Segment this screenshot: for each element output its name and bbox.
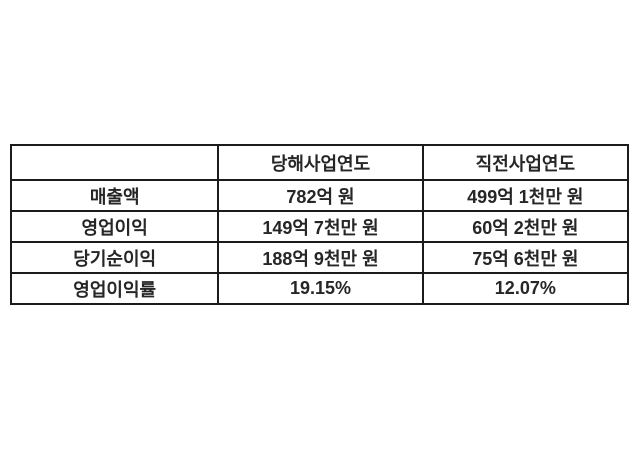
table-row-operating-margin: 영업이익률 19.15% 12.07% [9, 272, 630, 305]
table-header-row: 당해사업연도 직전사업연도 [9, 144, 630, 181]
cell-net-profit-current: 188억 9천만 원 [217, 241, 424, 274]
table-row-revenue: 매출액 782억 원 499억 1천만 원 [9, 179, 630, 212]
table-row-net-profit: 당기순이익 188억 9천만 원 75억 6천만 원 [9, 241, 630, 274]
row-label-revenue: 매출액 [9, 179, 220, 212]
cell-operating-margin-previous: 12.07% [421, 272, 630, 305]
header-cell-previous-fiscal-year: 직전사업연도 [421, 144, 630, 181]
financial-summary-table: 당해사업연도 직전사업연도 매출액 782억 원 499억 1천만 원 영업이익… [9, 144, 630, 305]
cell-operating-margin-current: 19.15% [217, 272, 424, 305]
row-label-net-profit: 당기순이익 [9, 241, 220, 274]
row-label-operating-profit: 영업이익 [9, 210, 220, 243]
table-row-operating-profit: 영업이익 149억 7천만 원 60억 2천만 원 [9, 210, 630, 243]
cell-net-profit-previous: 75억 6천만 원 [421, 241, 630, 274]
cell-operating-profit-current: 149억 7천만 원 [217, 210, 424, 243]
row-label-operating-margin: 영업이익률 [9, 272, 220, 305]
cell-operating-profit-previous: 60억 2천만 원 [421, 210, 630, 243]
header-cell-current-fiscal-year: 당해사업연도 [217, 144, 424, 181]
cell-revenue-previous: 499억 1천만 원 [421, 179, 630, 212]
cell-revenue-current: 782억 원 [217, 179, 424, 212]
header-cell-empty [9, 144, 220, 181]
